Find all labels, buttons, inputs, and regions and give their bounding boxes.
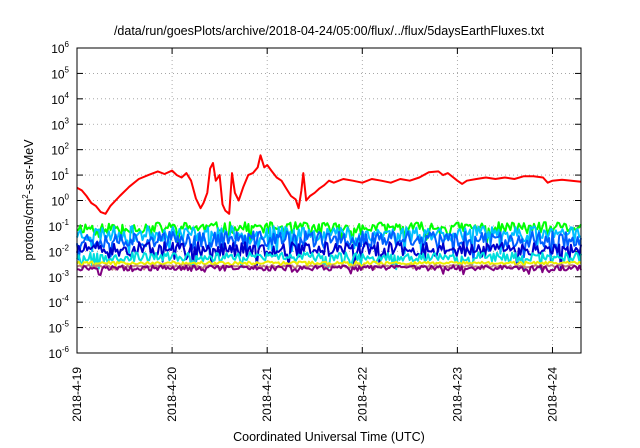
y-axis-label-rest: -s-sr-MeV: [22, 139, 36, 195]
y-axis-label-base: protons/cm: [22, 199, 36, 261]
x-tick-label: 2018-4-20: [165, 367, 179, 422]
axis-ticks: 10-6 10-5 10-4 10-3 10-2 10-1 100 101 102 103 104 1…: [49, 40, 581, 422]
y-tick-label: 10-5: [49, 320, 70, 336]
plot-frame: [76, 47, 582, 354]
x-axis-label: Coordinated Universal Time (UTC): [233, 430, 425, 444]
y-tick-label: 102: [51, 142, 69, 158]
series-line-4: [76, 230, 582, 263]
y-tick-label: 10-6: [49, 345, 70, 361]
x-tick-label: 2018-4-24: [545, 367, 559, 422]
series-line-1: [76, 154, 582, 215]
x-tick-label: 2018-4-19: [70, 367, 84, 422]
y-tick-label: 10-3: [49, 269, 70, 285]
x-tick-label: 2018-4-23: [450, 367, 464, 422]
y-tick-label: 101: [51, 167, 69, 183]
y-tick-label: 10-1: [49, 218, 70, 234]
y-tick-label: 10-2: [49, 243, 70, 259]
y-tick-label: 10-4: [49, 294, 70, 310]
series-line-7: [76, 260, 582, 268]
series-line-9: [76, 264, 582, 277]
y-axis-label: protons/cm2-s-sr-MeV: [21, 139, 36, 261]
y-tick-label: 106: [51, 40, 69, 56]
series-line-5: [76, 241, 582, 270]
x-tick-label: 2018-4-22: [355, 367, 369, 422]
series-lines: [76, 154, 582, 277]
x-tick-label: 2018-4-21: [260, 367, 274, 422]
y-axis-label-sup: 2: [21, 194, 30, 199]
y-tick-label: 103: [51, 116, 69, 132]
y-tick-label: 104: [51, 91, 69, 107]
y-tick-label: 100: [51, 193, 69, 209]
y-tick-label: 105: [51, 65, 69, 81]
grid-lines: [77, 48, 581, 353]
chart-title: /data/run/goesPlots/archive/2018-04-24/0…: [114, 24, 545, 38]
